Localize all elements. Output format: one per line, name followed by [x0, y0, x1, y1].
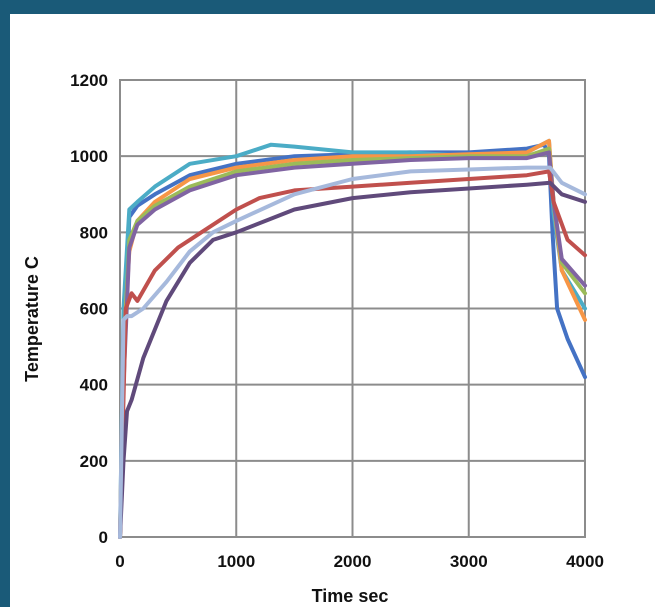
y-tick-label-4: 800	[80, 223, 108, 242]
chart-frame: 0 200 400 600 800 1000 1200 0 1000 2000 3000 4000 …	[10, 14, 655, 607]
y-tick-label-2: 400	[80, 376, 108, 395]
y-axis-title: Temperature C	[22, 256, 42, 382]
y-tick-label-1: 200	[80, 452, 108, 471]
y-tick-label-3: 600	[80, 300, 108, 319]
x-tick-label-0: 0	[115, 552, 124, 571]
y-axis-tick-labels: 0 200 400 600 800 1000 1200	[70, 71, 108, 547]
x-axis-title: Time sec	[312, 586, 389, 606]
series-line-7	[118, 180, 587, 539]
y-tick-label-6: 1200	[70, 71, 108, 90]
series-line-8	[118, 165, 587, 539]
x-tick-label-2: 2000	[334, 552, 372, 571]
x-tick-label-3: 3000	[450, 552, 488, 571]
y-tick-label-0: 0	[99, 528, 108, 547]
x-tick-label-4: 4000	[566, 552, 604, 571]
x-axis-tick-labels: 0 1000 2000 3000 4000	[115, 552, 604, 571]
series-line-6	[118, 169, 587, 539]
x-tick-label-1: 1000	[217, 552, 255, 571]
series-lines	[118, 138, 587, 539]
y-tick-label-5: 1000	[70, 147, 108, 166]
